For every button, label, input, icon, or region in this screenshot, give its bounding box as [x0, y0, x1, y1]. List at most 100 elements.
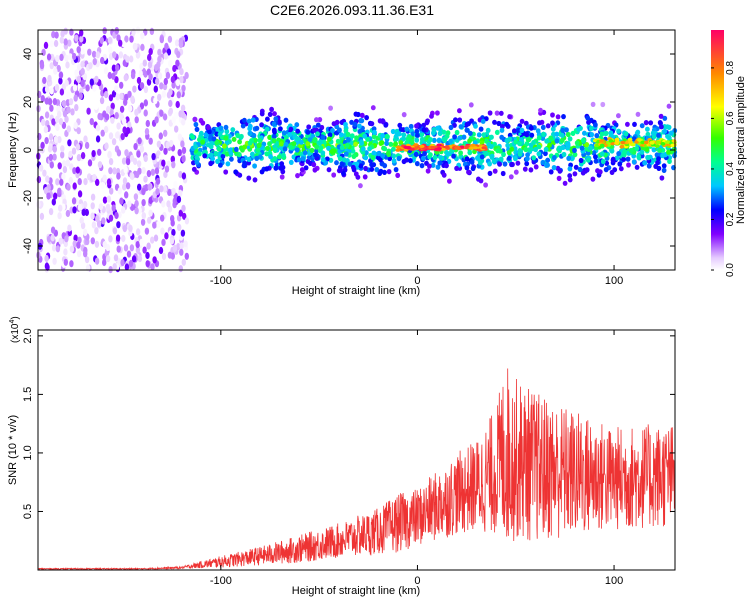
heatmap-cell-2259 — [428, 137, 433, 143]
heatmap-cell-1878 — [454, 165, 459, 171]
heatmap-cell-2384 — [646, 155, 651, 161]
heatmap-cell-724 — [176, 91, 181, 99]
heatmap-cell-366 — [91, 50, 97, 58]
heatmap-cell-409 — [58, 77, 63, 85]
heatmap-cell-772 — [79, 29, 84, 37]
heatmap-cell-1884 — [668, 130, 674, 136]
heatmap-cell-430 — [53, 192, 58, 200]
heatmap-cell-1580 — [525, 152, 530, 158]
heatmap-cell-1728 — [419, 131, 425, 137]
heatmap-cell-2213 — [407, 134, 412, 140]
heatmap-cell-2445 — [396, 155, 402, 162]
heatmap-cell-1818 — [562, 180, 568, 186]
heatmap-cell-504 — [72, 206, 77, 214]
heatmap-cell-2478 — [246, 156, 252, 162]
heatmap-cell-1667 — [600, 101, 606, 108]
heatmap-cell-2470 — [391, 153, 397, 159]
heatmap-cell-236 — [122, 177, 128, 185]
heatmap-cell-2028 — [572, 152, 578, 158]
heatmap-cell-118 — [146, 242, 151, 250]
heatmap-cell-511 — [179, 248, 184, 256]
heatmap-cell-177 — [77, 63, 82, 71]
spectrogram-y-axis-label: Frequency (Hz) — [7, 112, 19, 188]
heatmap-cell-844 — [64, 79, 69, 87]
snr-y-tick-label-0: 0.5 — [22, 504, 34, 519]
heatmap-cell-669 — [107, 150, 112, 158]
heatmap-cell-1770 — [431, 137, 437, 143]
heatmap-cell-803 — [134, 108, 139, 116]
heatmap-cell-2424 — [210, 156, 216, 162]
snr-series-line — [37, 368, 676, 571]
heatmap-cell-717 — [111, 138, 117, 146]
heatmap-cell-2355 — [305, 129, 311, 135]
heatmap-cell-277 — [90, 193, 96, 201]
heatmap-cell-2220 — [202, 153, 208, 159]
heatmap-cell-1067 — [540, 124, 546, 130]
heatmap-cell-2188 — [621, 156, 627, 162]
heatmap-cell-1821 — [452, 134, 457, 140]
heatmap-cell-834 — [148, 209, 153, 217]
heatmap-cell-115 — [69, 163, 74, 171]
heatmap-cell-2284 — [492, 119, 497, 125]
heatmap-cell-454 — [66, 106, 71, 114]
heatmap-cell-1588 — [457, 117, 463, 123]
snr-y-multiplier-exp: 4 — [9, 320, 16, 324]
heatmap-cell-811 — [176, 51, 181, 59]
heatmap-cell-2283 — [464, 165, 470, 171]
heatmap-cell-2182 — [384, 133, 390, 139]
heatmap-cell-96 — [68, 150, 73, 158]
heatmap-cell-2256 — [489, 134, 494, 140]
heatmap-cell-660 — [172, 244, 178, 252]
heatmap-cell-674 — [161, 200, 166, 208]
heatmap-cell-506 — [58, 118, 64, 126]
heatmap-cell-2390 — [558, 145, 563, 151]
heatmap-cell-810 — [125, 127, 131, 135]
heatmap-cell-1814 — [386, 169, 392, 175]
heatmap-cell-2756 — [655, 140, 661, 145]
heatmap-cell-260 — [51, 244, 57, 252]
heatmap-cell-1568 — [565, 131, 571, 138]
heatmap-cell-623 — [55, 245, 61, 253]
heatmap-cell-1990 — [424, 120, 430, 126]
heatmap-cell-1895 — [435, 125, 440, 131]
heatmap-cell-542 — [72, 240, 78, 248]
heatmap-cell-1436 — [331, 172, 337, 178]
heatmap-cell-667 — [95, 124, 101, 132]
heatmap-cell-533 — [57, 212, 62, 220]
heatmap-cell-632 — [161, 159, 166, 167]
heatmap-cell-2199 — [208, 144, 214, 150]
heatmap-cell-2078 — [372, 129, 377, 135]
heatmap-cell-774 — [112, 51, 117, 59]
heatmap-cell-1538 — [259, 169, 265, 175]
heatmap-cell-2370 — [518, 148, 524, 154]
heatmap-cell-591 — [48, 133, 54, 141]
heatmap-cell-502 — [73, 121, 78, 130]
heatmap-cell-816 — [142, 246, 147, 254]
heatmap-cell-2070 — [390, 128, 396, 135]
heatmap-cell-1793 — [383, 122, 389, 128]
heatmap-cell-2112 — [415, 132, 420, 138]
heatmap-cell-2755 — [608, 139, 614, 143]
heatmap-cell-2400 — [414, 128, 420, 134]
heatmap-cell-380 — [167, 188, 172, 196]
heatmap-cell-1529 — [347, 161, 353, 167]
spectrogram-y-ticks: -40 -20 0 20 40 — [22, 48, 675, 254]
heatmap-cell-311 — [160, 214, 165, 222]
heatmap-cell-518 — [92, 84, 97, 92]
heatmap-cell-2488 — [382, 146, 388, 152]
heatmap-cell-2458 — [622, 149, 627, 155]
heatmap-cell-1468 — [267, 141, 272, 147]
heatmap-cell-895 — [158, 246, 164, 255]
heatmap-cell-2294 — [479, 154, 485, 160]
heatmap-cell-642 — [91, 221, 97, 229]
heatmap-cell-292 — [148, 196, 153, 205]
heatmap-cell-547 — [52, 98, 58, 106]
heatmap-cell-1948 — [448, 124, 454, 131]
heatmap-cell-1893 — [254, 125, 260, 131]
heatmap-cell-718 — [40, 141, 45, 149]
heatmap-cell-278 — [179, 76, 184, 84]
heatmap-cell-2416 — [497, 161, 502, 167]
heatmap-cell-2350 — [278, 165, 284, 171]
heatmap-cell-798 — [125, 55, 130, 63]
heatmap-cell-456 — [111, 90, 117, 98]
